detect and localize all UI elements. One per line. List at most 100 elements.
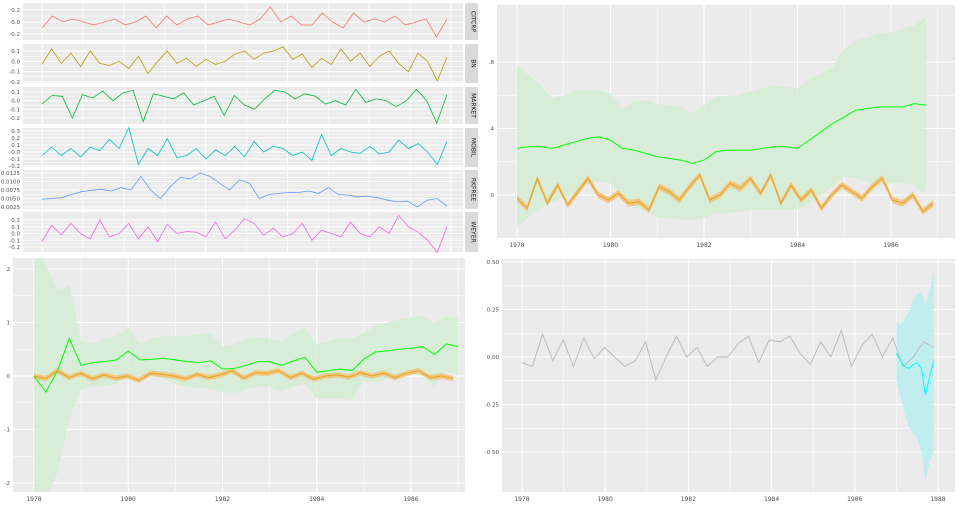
- y-tick-label: 0.2: [11, 136, 20, 142]
- facet-strip: [465, 212, 478, 252]
- facet-strip-label: MOBIL: [470, 138, 477, 158]
- facet-strip: [465, 44, 478, 83]
- series-line-1: [516, 173, 934, 213]
- series-line-market: [41, 88, 448, 125]
- y-tick-label: 0.50: [487, 260, 500, 266]
- series-line-0: [33, 337, 459, 394]
- y-tick-label: -0.25: [485, 403, 500, 409]
- x-tick-label: 1984: [790, 242, 805, 249]
- facet-strip-label: WEYER: [470, 221, 477, 242]
- y-tick-label: 0.0: [11, 150, 20, 156]
- series-line-bn: [41, 46, 448, 82]
- y-tick-label: -0.2: [9, 245, 20, 251]
- x-tick-label: 1982: [681, 496, 696, 503]
- facet-rkfree: 0.0125 0.0100 0.0075 0.0050 0.0025 RKFREE: [1, 170, 478, 211]
- y-tick-label: -2: [5, 481, 10, 487]
- y-tick-label: 0.0: [11, 99, 20, 105]
- facet-weyer: 0.20.10.0-0.1-0.2 WEYER: [9, 212, 478, 254]
- y-tick-label: 0.0075: [1, 188, 21, 194]
- facet-strip: [465, 128, 478, 167]
- confidence-band: [517, 171, 934, 215]
- x-tick-label: 1988: [930, 496, 945, 503]
- facet-strip: [465, 170, 478, 209]
- x-tick-label: 1980: [598, 496, 613, 503]
- confidence-band: [896, 271, 934, 483]
- y-tick-label: 0.2: [11, 8, 20, 14]
- x-tick-label: 1978: [514, 496, 529, 503]
- x-tick-label: 1978: [26, 496, 41, 503]
- facet-mobil: 0.30.20.10.0-0.1-0.2 MOBIL: [9, 126, 478, 170]
- y-tick-label: .8: [489, 60, 495, 66]
- x-tick-label: 1980: [603, 242, 618, 249]
- y-tick-label: 0.0025: [1, 205, 21, 211]
- facet-chart: 0.20.0-0.2CITCRP0.10.0-0.1-0.2BN0.10.0-0…: [1, 3, 478, 254]
- y-tick-label: 0.00: [487, 355, 500, 361]
- forecast-chart-plot-area: [521, 271, 935, 483]
- x-tick-label: 1982: [696, 242, 711, 249]
- y-tick-label: -0.1: [9, 70, 20, 76]
- x-tick-label: 1978: [509, 242, 524, 249]
- series-line-mobil: [41, 126, 448, 166]
- x-tick-label: 1984: [764, 496, 779, 503]
- x-tick-label: 1984: [309, 496, 324, 503]
- y-tick-label: -0.2: [9, 116, 20, 122]
- y-tick-label: -1: [5, 428, 10, 434]
- y-tick-label: 0.25: [487, 308, 500, 314]
- y-tick-label: 1: [7, 321, 11, 327]
- facet-strip: [465, 3, 478, 40]
- facet-panel-background: [23, 44, 463, 83]
- y-tick-label: 0.0: [11, 59, 20, 65]
- forecast-chart-panel-background: [502, 259, 955, 492]
- coefficient-chart-plot-area: [516, 17, 934, 229]
- facet-strip-label: BN: [470, 59, 477, 68]
- series-line-0: [516, 103, 927, 164]
- facet-panel-background: [23, 128, 463, 167]
- forecast-chart: 0.50 0.25 0.00 -0.25 -0.50 1978 1980 1982 1984 19…: [485, 259, 955, 503]
- y-tick-label: .4: [489, 127, 495, 133]
- series-line-rkfree: [41, 172, 448, 208]
- y-tick-label: 0.0050: [1, 197, 21, 203]
- coefficient-chart: .8 .4 0 1978 1980 1982 1984 1986: [489, 5, 955, 249]
- facet-strip-label: RKFREE: [470, 178, 477, 202]
- y-tick-label: -0.1: [9, 107, 20, 113]
- rolling-chart: 2 1 0 -1 -2 1978 1980 1982 1984 1986: [5, 258, 465, 503]
- y-tick-label: -0.50: [485, 450, 500, 456]
- series-line-weyer: [41, 214, 448, 254]
- confidence-band: [517, 17, 927, 229]
- facet-strip-label: MARKET: [470, 93, 477, 118]
- y-tick-label: 0.2: [11, 218, 20, 224]
- y-tick-label: 0.0125: [1, 171, 21, 177]
- y-tick-label: -0.1: [9, 157, 20, 163]
- y-tick-label: 0.1: [11, 49, 20, 55]
- x-tick-label: 1986: [883, 242, 898, 249]
- y-tick-label: -0.1: [9, 238, 20, 244]
- x-tick-label: 1986: [847, 496, 862, 503]
- x-tick-label: 1982: [215, 496, 230, 503]
- series-line-1: [895, 352, 935, 396]
- x-tick-label: 1986: [403, 496, 418, 503]
- y-tick-label: -0.2: [9, 164, 20, 170]
- y-tick-label: -0.2: [9, 32, 20, 38]
- series-line-0: [521, 328, 935, 382]
- y-tick-label: 0.0: [11, 232, 20, 238]
- y-tick-label: 0: [7, 374, 11, 380]
- confidence-band: [34, 368, 454, 383]
- y-tick-label: 0.1: [11, 143, 20, 149]
- y-tick-label: -0.2: [9, 80, 20, 86]
- facet-citcrp: 0.2 0.0 -0.2 CITCRP: [9, 3, 478, 40]
- x-tick-label: 1980: [121, 496, 136, 503]
- facet-strip-label: CITCRP: [470, 11, 477, 33]
- y-tick-label: 0.1: [11, 225, 20, 231]
- facet-strip: [465, 87, 478, 124]
- series-line-1: [33, 370, 454, 381]
- y-tick-label: 0.1: [11, 90, 20, 96]
- y-tick-label: 0.0: [11, 20, 20, 26]
- series-line-citcrp: [41, 6, 448, 38]
- y-tick-label: 0: [491, 193, 495, 199]
- rolling-chart-plot-area: [33, 258, 459, 492]
- y-tick-label: 2: [7, 267, 11, 273]
- y-tick-label: 0.0100: [1, 180, 21, 186]
- y-tick-label: 0.3: [11, 129, 20, 135]
- facet-bn: 0.1 0.0 -0.1 -0.2 BN: [9, 44, 478, 86]
